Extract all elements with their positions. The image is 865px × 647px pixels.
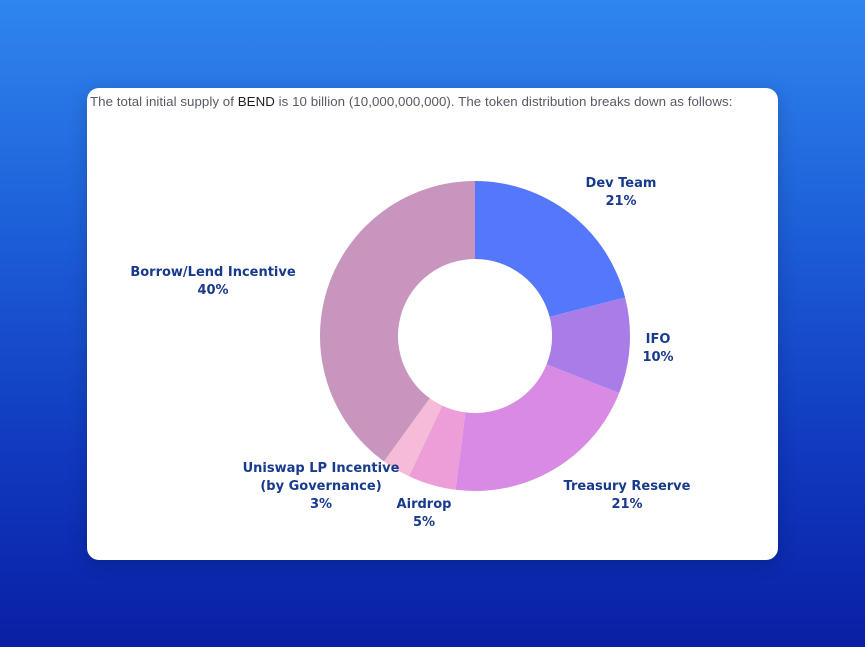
label-dev-team: Dev Team 21%	[586, 176, 657, 209]
label-uniswap-lp-incentive-by-governance: Uniswap LP Incentive (by Governance) 3%	[243, 461, 400, 512]
slice-name: Airdrop	[397, 497, 452, 512]
label-borrow-lend-incentive: Borrow/Lend Incentive 40%	[130, 265, 296, 298]
slice-name: Borrow/Lend Incentive	[130, 265, 296, 280]
label-airdrop: Airdrop 5%	[397, 497, 452, 530]
intro-text-after: is 10 billion (10,000,000,000). The toke…	[274, 94, 733, 109]
intro-text-before: The total initial supply of	[90, 94, 238, 109]
slice-percent: 40%	[197, 283, 228, 298]
slice-name: Treasury Reserve	[564, 479, 691, 494]
slice-percent: 5%	[413, 515, 435, 530]
slice-percent: 21%	[611, 497, 642, 512]
slice-name: Dev Team	[586, 176, 657, 191]
token-name: BEND	[237, 94, 275, 109]
slice-percent: 3%	[310, 497, 332, 512]
slice-percent: 21%	[605, 194, 636, 209]
slice-name: (by Governance)	[260, 479, 381, 494]
label-treasury-reserve: Treasury Reserve 21%	[564, 479, 691, 512]
slice-percent: 10%	[642, 350, 673, 365]
slice-dev-team	[475, 181, 626, 317]
slice-uniswap-lp-incentive-by-governance	[383, 398, 443, 477]
token-distribution-donut-chart: Dev Team 21% IFO 10% Treasury Reserve 21% Aird…	[130, 176, 691, 530]
slice-name: Uniswap LP Incentive	[243, 461, 400, 476]
label-ifo: IFO 10%	[642, 332, 673, 365]
slice-airdrop	[409, 405, 466, 490]
token-distribution-card: The total initial supply of BEND is 10 b…	[87, 88, 778, 560]
slice-borrow-lend-incentive	[319, 181, 475, 462]
slice-ifo	[546, 297, 630, 394]
slice-name: IFO	[646, 332, 671, 347]
slice-treasury-reserve	[455, 364, 620, 491]
intro-text: The total initial supply of BEND is 10 b…	[90, 94, 775, 109]
